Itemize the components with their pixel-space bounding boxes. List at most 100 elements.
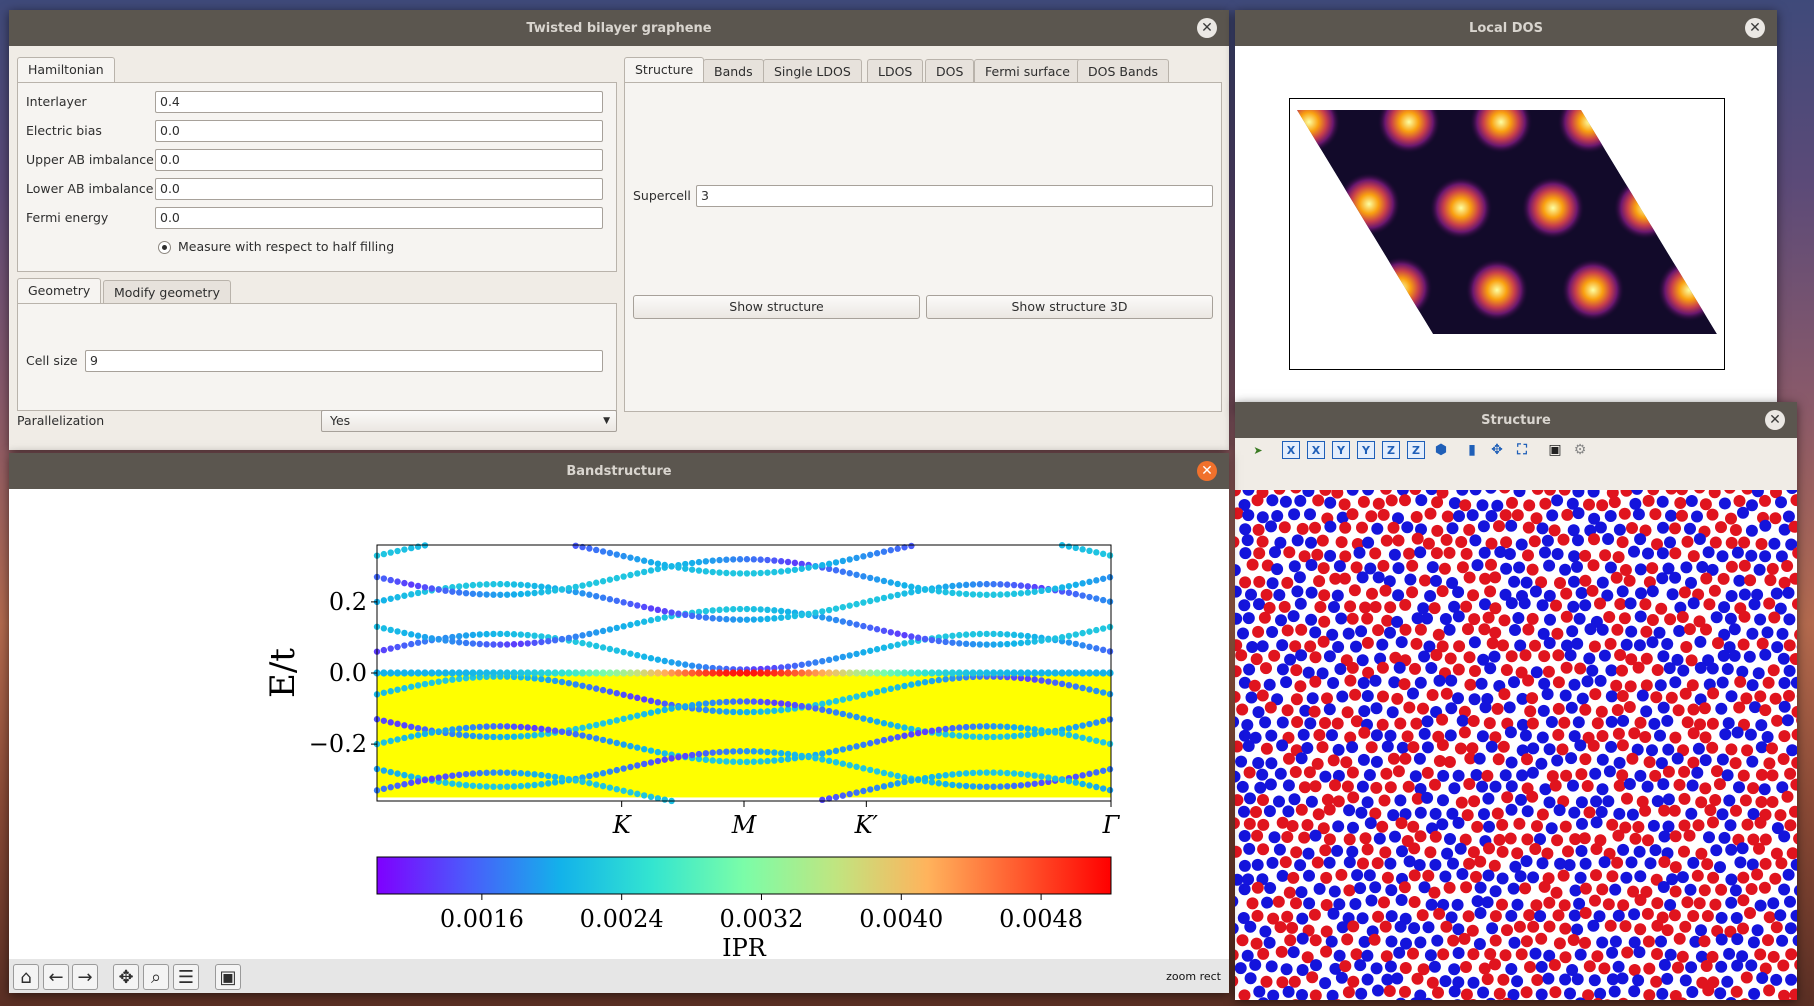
atom xyxy=(1364,817,1377,830)
band-point xyxy=(894,684,901,691)
interlayer-input[interactable]: 0.4 xyxy=(155,91,603,113)
tab-structure[interactable]: Structure xyxy=(624,57,705,83)
band-point xyxy=(935,772,942,780)
atom xyxy=(1236,780,1249,793)
tab-hamiltonian[interactable]: Hamiltonian xyxy=(17,57,115,83)
y-axis-reverse-icon[interactable]: Y xyxy=(1357,441,1375,459)
atom xyxy=(1376,638,1389,651)
band-point xyxy=(606,784,614,791)
atom xyxy=(1437,948,1450,961)
settings-icon[interactable]: ⚙ xyxy=(1573,442,1587,458)
atom xyxy=(1792,598,1797,610)
atom xyxy=(1572,507,1585,520)
atom xyxy=(1424,846,1437,859)
atom xyxy=(1387,752,1400,765)
atom xyxy=(1384,960,1397,973)
band-point xyxy=(873,768,881,775)
atom xyxy=(1329,962,1342,975)
atom xyxy=(1643,756,1656,769)
atom xyxy=(1715,911,1728,924)
band-point xyxy=(723,616,730,623)
main-close-button[interactable]: ✕ xyxy=(1197,18,1217,38)
atom xyxy=(1658,804,1671,817)
tab-dos[interactable]: DOS xyxy=(925,59,975,83)
supercell-input[interactable]: 3 xyxy=(696,185,1213,207)
parallelization-select[interactable]: Yes ▼ xyxy=(321,410,617,432)
atom xyxy=(1571,973,1584,986)
tab-ldos[interactable]: LDOS xyxy=(867,59,924,83)
home-icon[interactable]: ⌂ xyxy=(13,964,39,990)
atom xyxy=(1767,664,1780,677)
atom xyxy=(1613,779,1626,792)
pointer-icon[interactable]: ➤ xyxy=(1253,443,1263,457)
atom xyxy=(1572,490,1585,498)
tab-single-ldos[interactable]: Single LDOS xyxy=(763,59,862,83)
band-point xyxy=(880,720,888,727)
flat-band-point xyxy=(825,669,833,677)
tab-geometry[interactable]: Geometry xyxy=(17,278,102,304)
atom xyxy=(1521,833,1534,846)
atom xyxy=(1692,742,1705,755)
band-point xyxy=(1099,646,1107,654)
show-structure-3d-button[interactable]: Show structure 3D xyxy=(926,295,1213,319)
tab-modify-geometry[interactable]: Modify geometry xyxy=(103,280,231,304)
back-icon[interactable]: ← xyxy=(43,964,69,990)
band-point xyxy=(586,723,593,730)
forward-icon[interactable]: → xyxy=(72,964,98,990)
atom xyxy=(1319,844,1332,857)
x-tick-label: Γ xyxy=(1102,811,1121,839)
atom xyxy=(1301,742,1314,754)
atom xyxy=(1527,742,1540,755)
band-point xyxy=(593,735,600,742)
z-axis-reverse-icon[interactable]: Z xyxy=(1407,441,1425,459)
atom xyxy=(1612,727,1625,740)
atom xyxy=(1605,664,1618,677)
z-axis-icon[interactable]: Z xyxy=(1382,441,1400,459)
atom xyxy=(1433,755,1446,767)
band-close-button[interactable]: ✕ xyxy=(1197,461,1217,481)
ldos-close-button[interactable]: ✕ xyxy=(1745,18,1765,38)
band-point xyxy=(634,762,641,769)
isometric-icon[interactable]: ⬢ xyxy=(1434,442,1448,458)
configure-icon[interactable]: ☰ xyxy=(173,964,199,990)
lower-ab-input[interactable]: 0.0 xyxy=(155,178,603,200)
cell-size-input[interactable]: 9 xyxy=(85,350,603,372)
fermi-energy-input[interactable]: 0.0 xyxy=(155,207,603,229)
atom xyxy=(1259,925,1272,938)
move-icon[interactable]: ✥ xyxy=(1491,442,1503,458)
band-point xyxy=(956,582,963,589)
tab-bands[interactable]: Bands xyxy=(703,59,764,83)
band-point xyxy=(1093,549,1100,556)
atom xyxy=(1455,536,1468,548)
atom xyxy=(1603,765,1616,778)
x-axis-reverse-icon[interactable]: X xyxy=(1307,441,1325,459)
fit-view-icon[interactable]: ⛶ xyxy=(1517,442,1527,458)
atom xyxy=(1731,959,1744,972)
show-structure-button[interactable]: Show structure xyxy=(633,295,920,319)
pan-icon[interactable]: ✥ xyxy=(113,964,139,990)
zoom-icon[interactable]: ⌕ xyxy=(143,964,169,990)
save-icon[interactable]: ▣ xyxy=(1548,442,1562,458)
band-point xyxy=(695,567,703,574)
electric-bias-input[interactable]: 0.0 xyxy=(155,120,603,142)
atom xyxy=(1530,512,1543,525)
parallelization-value: Yes xyxy=(330,413,351,428)
band-point xyxy=(435,636,442,643)
save-figure-icon[interactable]: ▣ xyxy=(215,964,241,990)
y-axis-icon[interactable]: Y xyxy=(1332,441,1350,459)
x-axis-icon[interactable]: X xyxy=(1282,441,1300,459)
atom xyxy=(1432,628,1445,641)
band-point xyxy=(1099,717,1107,725)
band-point xyxy=(887,721,894,728)
projection-icon[interactable]: ▮ xyxy=(1468,442,1476,458)
structure-close-button[interactable]: ✕ xyxy=(1765,410,1785,430)
tab-dos-bands[interactable]: DOS Bands xyxy=(1077,59,1169,83)
atom xyxy=(1327,754,1340,767)
y-axis-label: E/t xyxy=(263,648,303,698)
half-filling-radio[interactable] xyxy=(158,241,171,254)
atom xyxy=(1516,718,1529,731)
atom xyxy=(1707,816,1719,829)
upper-ab-input[interactable]: 0.0 xyxy=(155,149,603,171)
tab-fermi-surface[interactable]: Fermi surface xyxy=(974,59,1081,83)
atom xyxy=(1463,523,1476,536)
